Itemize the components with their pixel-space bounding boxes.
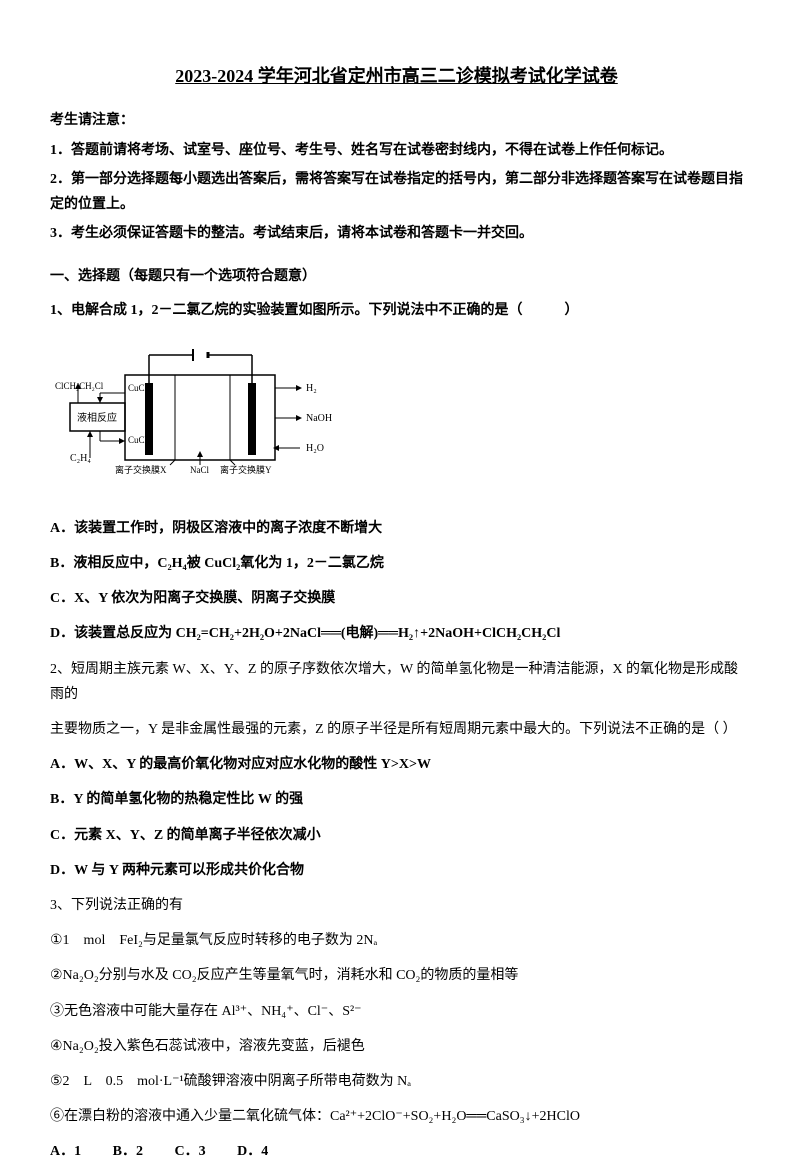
q2-stem-2: 主要物质之一，Y 是非金属性最强的元素，Z 的原子半径是所有短周期元素中最大的。… <box>50 717 743 742</box>
diagram-label-nacl: NaCl <box>190 465 209 475</box>
q1-option-a: A．该装置工作时，阴极区溶液中的离子浓度不断增大 <box>50 516 743 541</box>
diagram-label-cucl: CuCl <box>128 435 148 445</box>
notice-item-3: 3．考生必须保证答题卡的整洁。考试结束后，请将本试卷和答题卡一并交回。 <box>50 221 743 246</box>
notice-header: 考生请注意： <box>50 108 743 133</box>
diagram-label-cucl2: CuCl₂ <box>128 383 150 393</box>
section-title: 一、选择题（每题只有一个选项符合题意） <box>50 264 743 289</box>
q1-option-c: C．X、Y 依次为阳离子交换膜、阴离子交换膜 <box>50 586 743 611</box>
q1-stem: 1、电解合成 1，2－二氯乙烷的实验装置如图所示。下列说法中不正确的是（ ） <box>50 298 743 323</box>
exam-title: 2023-2024 学年河北省定州市高三二诊模拟考试化学试卷 <box>50 60 743 92</box>
notice-item-1: 1．答题前请将考场、试室号、座位号、考生号、姓名写在试卷密封线内，不得在试卷上作… <box>50 138 743 163</box>
diagram-label-naoh: NaOH <box>306 413 332 424</box>
diagram-label-membrane-x: 离子交换膜X <box>115 464 167 475</box>
diagram-label-c2h4: C₂H₄ <box>70 453 91 464</box>
q1-diagram: 液相反应 ClCH₂CH₂Cl CuCl₂ CuCl C₂H₄ 离子交换膜X N… <box>50 343 350 493</box>
q3-statement-5: ⑤2 L 0.5 mol·L⁻¹硫酸钾溶液中阴离子所带电荷数为 Nₐ <box>50 1069 743 1094</box>
diagram-label-liquid: 液相反应 <box>77 411 117 424</box>
q3-option-d: D．4 <box>237 1144 268 1159</box>
diagram-label-membrane-y: 离子交换膜Y <box>220 464 272 475</box>
q3-option-b: B．2 <box>113 1144 143 1159</box>
q1-option-d: D．该装置总反应为 CH₂=CH₂+2H₂O+2NaCl══(电解)══H₂↑+… <box>50 621 743 646</box>
q3-statement-4: ④Na₂O₂投入紫色石蕊试液中，溶液先变蓝，后褪色 <box>50 1034 743 1059</box>
diagram-label-h2: H₂ <box>306 383 317 394</box>
q2-option-b: B．Y 的简单氢化物的热稳定性比 W 的强 <box>50 787 743 812</box>
q3-option-c: C．3 <box>174 1144 205 1159</box>
q2-option-d: D．W 与 Y 两种元素可以形成共价化合物 <box>50 858 743 883</box>
notice-item-2: 2．第一部分选择题每小题选出答案后，需将答案写在试卷指定的括号内，第二部分非选择… <box>50 167 743 217</box>
q3-option-a: A．1 <box>50 1144 81 1159</box>
q2-option-c: C．元素 X、Y、Z 的简单离子半径依次减小 <box>50 823 743 848</box>
q2-stem-1: 2、短周期主族元素 W、X、Y、Z 的原子序数依次增大，W 的简单氢化物是一种清… <box>50 657 743 707</box>
q3-statement-6: ⑥在漂白粉的溶液中通入少量二氧化硫气体：Ca²⁺+2ClO⁻+SO₂+H₂O══… <box>50 1104 743 1129</box>
q3-statement-2: ②Na₂O₂分别与水及 CO₂反应产生等量氧气时，消耗水和 CO₂的物质的量相等 <box>50 963 743 988</box>
diagram-label-h2o: H₂O <box>306 443 324 454</box>
q3-stem: 3、下列说法正确的有 <box>50 893 743 918</box>
q3-statement-1: ①1 mol FeI₂与足量氯气反应时转移的电子数为 2Nₐ <box>50 928 743 953</box>
q1-option-b: B．液相反应中，C₂H₄被 CuCl₂氧化为 1，2－二氯乙烷 <box>50 551 743 576</box>
q2-option-a: A．W、X、Y 的最高价氧化物对应对应水化物的酸性 Y>X>W <box>50 752 743 777</box>
q3-statement-3: ③无色溶液中可能大量存在 Al³⁺、NH₄⁺、Cl⁻、S²⁻ <box>50 999 743 1024</box>
q3-options-row: A．1 B．2 C．3 D．4 <box>50 1139 743 1164</box>
